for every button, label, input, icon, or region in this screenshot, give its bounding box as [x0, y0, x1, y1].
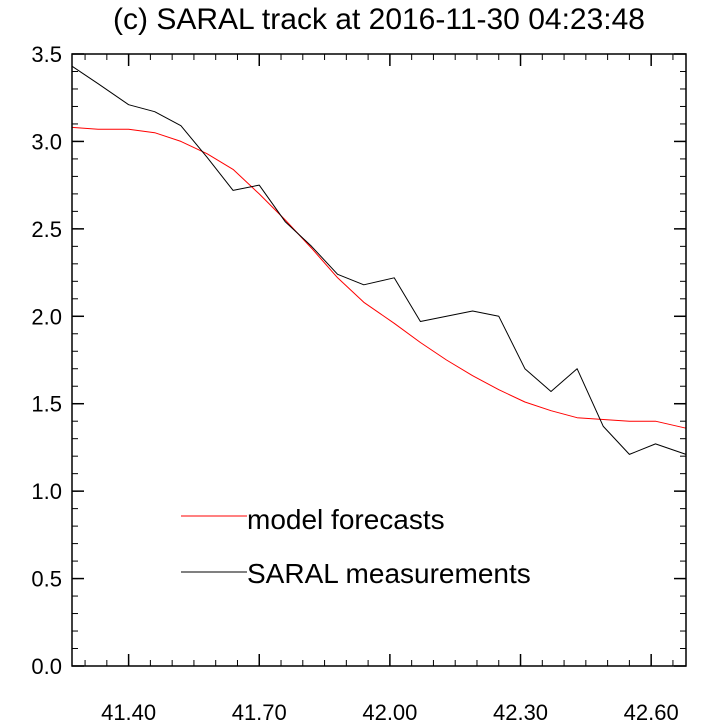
x-tick-label: 41.70	[232, 700, 287, 724]
y-tick-label: 3.5	[31, 42, 62, 67]
y-tick-label: 0.5	[31, 567, 62, 592]
y-tick-label: 2.5	[31, 217, 62, 242]
y-tick-label: 0.0	[31, 654, 62, 679]
series-lines	[71, 65, 687, 455]
x-tick-label: 42.60	[624, 700, 679, 724]
y-tick-label: 1.5	[31, 392, 62, 417]
x-tick-label: 42.00	[362, 700, 417, 724]
series-line-0	[71, 126, 687, 429]
x-tick-label: 42.30	[493, 700, 548, 724]
plot-frame	[71, 53, 687, 667]
x-tick-label: 41.40	[101, 700, 156, 724]
legend: model forecasts SARAL measurements	[181, 504, 531, 589]
legend-label: SARAL measurements	[247, 558, 531, 589]
y-tick-label: 1.0	[31, 479, 62, 504]
tick-labels: 41.40 41.70 42.00 42.30 42.60 0.0 0.5 1.0 1.5 2.0…	[31, 42, 678, 724]
y-tick-label: 3.0	[31, 129, 62, 154]
series-line-1	[71, 65, 687, 455]
y-tick-label: 2.0	[31, 304, 62, 329]
legend-label: model forecasts	[247, 504, 445, 535]
minor-ticks	[72, 53, 686, 667]
chart-title: (c) SARAL track at 2016-11-30 04:23:48	[113, 3, 645, 36]
